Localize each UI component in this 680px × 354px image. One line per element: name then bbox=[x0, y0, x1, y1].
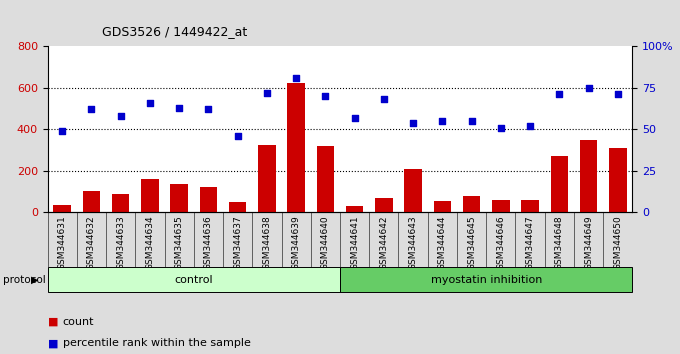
Bar bbox=[580, 139, 597, 212]
Point bbox=[408, 120, 419, 125]
Bar bbox=[141, 179, 158, 212]
Point bbox=[524, 123, 535, 129]
Text: GSM344649: GSM344649 bbox=[584, 215, 593, 270]
Point bbox=[174, 105, 185, 110]
Text: GSM344643: GSM344643 bbox=[409, 215, 418, 270]
Text: myostatin inhibition: myostatin inhibition bbox=[430, 275, 542, 285]
Bar bbox=[54, 205, 71, 212]
Point bbox=[466, 118, 477, 124]
Point bbox=[86, 107, 97, 112]
Bar bbox=[405, 169, 422, 212]
Point bbox=[144, 100, 155, 105]
Bar bbox=[492, 200, 509, 212]
Point bbox=[232, 133, 243, 139]
Text: GSM344645: GSM344645 bbox=[467, 215, 476, 270]
Point bbox=[203, 107, 214, 112]
Text: protocol: protocol bbox=[3, 275, 46, 285]
Bar bbox=[258, 145, 275, 212]
Bar bbox=[200, 188, 217, 212]
Point bbox=[554, 91, 564, 97]
Bar bbox=[375, 198, 392, 212]
Text: GSM344641: GSM344641 bbox=[350, 215, 359, 270]
Text: GSM344646: GSM344646 bbox=[496, 215, 505, 270]
Text: GSM344631: GSM344631 bbox=[58, 215, 67, 270]
Text: percentile rank within the sample: percentile rank within the sample bbox=[63, 338, 250, 348]
Text: control: control bbox=[175, 275, 213, 285]
Text: GSM344634: GSM344634 bbox=[146, 215, 154, 270]
Text: GSM344632: GSM344632 bbox=[87, 215, 96, 270]
Bar bbox=[434, 201, 451, 212]
Text: GSM344633: GSM344633 bbox=[116, 215, 125, 270]
Bar bbox=[229, 202, 246, 212]
Text: GSM344639: GSM344639 bbox=[292, 215, 301, 270]
Text: GSM344635: GSM344635 bbox=[175, 215, 184, 270]
Point bbox=[378, 96, 389, 102]
Point bbox=[115, 113, 126, 119]
Bar bbox=[340, 267, 632, 292]
Bar bbox=[48, 267, 340, 292]
Text: GSM344650: GSM344650 bbox=[613, 215, 622, 270]
Bar bbox=[609, 148, 626, 212]
Bar bbox=[112, 194, 129, 212]
Bar bbox=[522, 200, 539, 212]
Bar bbox=[288, 84, 305, 212]
Point bbox=[350, 115, 360, 120]
Text: GSM344648: GSM344648 bbox=[555, 215, 564, 270]
Text: GSM344637: GSM344637 bbox=[233, 215, 242, 270]
Text: GSM344640: GSM344640 bbox=[321, 215, 330, 270]
Point bbox=[437, 118, 448, 124]
Point bbox=[612, 91, 623, 97]
Text: GSM344642: GSM344642 bbox=[379, 215, 388, 270]
Bar bbox=[463, 196, 480, 212]
Text: GSM344638: GSM344638 bbox=[262, 215, 271, 270]
Text: ■: ■ bbox=[48, 317, 58, 327]
Point bbox=[291, 75, 302, 80]
Bar bbox=[171, 184, 188, 212]
Text: count: count bbox=[63, 317, 94, 327]
Point bbox=[56, 128, 68, 134]
Text: GSM344644: GSM344644 bbox=[438, 215, 447, 270]
Point bbox=[320, 93, 330, 99]
Bar bbox=[346, 206, 363, 212]
Point bbox=[495, 125, 506, 130]
Text: GSM344636: GSM344636 bbox=[204, 215, 213, 270]
Text: GSM344647: GSM344647 bbox=[526, 215, 534, 270]
Bar bbox=[317, 146, 334, 212]
Point bbox=[583, 85, 594, 91]
Bar bbox=[83, 190, 100, 212]
Bar bbox=[551, 156, 568, 212]
Text: ▶: ▶ bbox=[31, 275, 39, 285]
Text: ■: ■ bbox=[48, 338, 58, 348]
Text: GDS3526 / 1449422_at: GDS3526 / 1449422_at bbox=[102, 25, 248, 38]
Point bbox=[261, 90, 272, 96]
